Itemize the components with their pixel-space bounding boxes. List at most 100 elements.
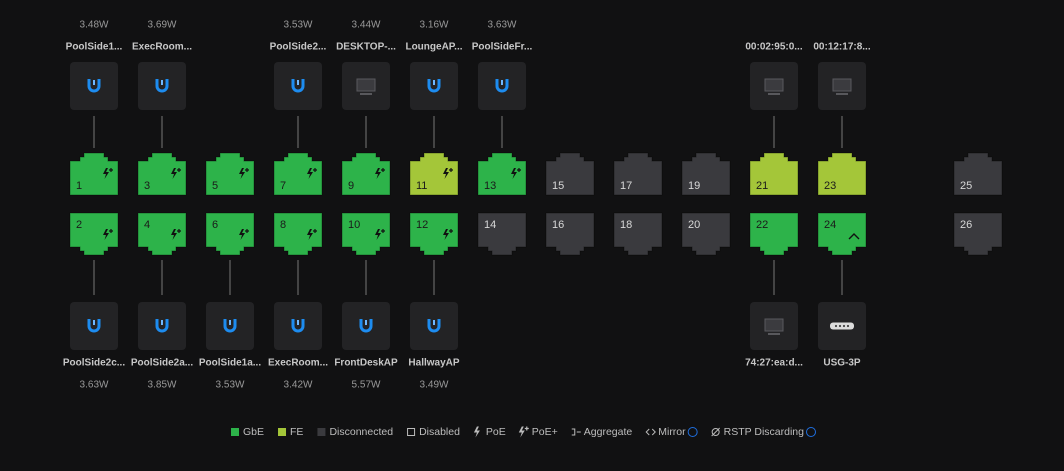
poe-plus-sign	[245, 229, 249, 233]
port-number: 9	[348, 180, 354, 192]
device-box[interactable]	[138, 302, 186, 350]
poe-icon	[511, 168, 517, 179]
port[interactable]: 18	[613, 212, 663, 256]
device-box[interactable]	[138, 62, 186, 110]
unifi-logo	[495, 79, 509, 93]
info-icon[interactable]	[687, 427, 698, 437]
poe-plus-sign	[313, 229, 317, 233]
port-number: 4	[144, 219, 150, 231]
legend-item: PoE+	[518, 426, 558, 438]
port[interactable]: 26	[953, 212, 1003, 256]
port[interactable]: 6	[205, 212, 255, 256]
port-shape	[749, 212, 799, 256]
poe-plus-sign	[177, 168, 181, 172]
gateway-led	[838, 324, 842, 328]
port[interactable]: 17	[613, 152, 663, 196]
port[interactable]: 20	[681, 212, 731, 256]
unifi-logo-mark	[161, 320, 163, 325]
port-number: 6	[212, 219, 218, 231]
legend-label: PoE+	[532, 426, 558, 438]
port[interactable]: 8	[273, 212, 323, 256]
device-box[interactable]	[342, 302, 390, 350]
poe-icon	[103, 229, 109, 240]
port[interactable]: 3	[137, 152, 187, 196]
port-number: 11	[416, 180, 427, 192]
device-name: DESKTOP-...	[336, 42, 396, 53]
gateway-led	[834, 324, 838, 328]
device-box[interactable]	[274, 302, 322, 350]
port-shape	[477, 212, 527, 256]
poe-plus-sign	[109, 229, 113, 233]
poe-plus-sign	[177, 229, 181, 233]
gateway-led	[846, 324, 850, 328]
poe-plus-sign	[449, 168, 453, 172]
port[interactable]: 25	[953, 152, 1003, 196]
port-number: 15	[552, 180, 564, 192]
device-name: PoolSide2a...	[131, 358, 193, 369]
port[interactable]: 2	[69, 212, 119, 256]
port-number: 2	[76, 219, 82, 231]
port-shape	[477, 152, 527, 196]
legend-label: RSTP Discarding	[724, 426, 804, 438]
gateway-icon	[830, 322, 854, 330]
port[interactable]: 16	[545, 212, 595, 256]
port[interactable]: 15	[545, 152, 595, 196]
device-box[interactable]	[410, 302, 458, 350]
unifi-logo	[291, 79, 305, 93]
device-box[interactable]	[478, 62, 526, 110]
port[interactable]: 24	[817, 212, 867, 256]
device-box[interactable]	[410, 62, 458, 110]
legend-item: Disconnected	[317, 426, 393, 438]
port[interactable]: 9	[341, 152, 391, 196]
port[interactable]: 5	[205, 152, 255, 196]
poe-plus-sign	[381, 168, 385, 172]
port[interactable]: 21	[749, 152, 799, 196]
port[interactable]: 4	[137, 212, 187, 256]
unifi-logo-mark	[433, 80, 435, 85]
device-box[interactable]	[70, 302, 118, 350]
unifi-logo	[155, 79, 169, 93]
poe-icon	[375, 229, 381, 240]
device-name: ExecRoom...	[268, 358, 328, 369]
port-shape	[749, 152, 799, 196]
device-box[interactable]	[70, 62, 118, 110]
legend-label: Disabled	[419, 426, 460, 438]
port[interactable]: 22	[749, 212, 799, 256]
port[interactable]: 7	[273, 152, 323, 196]
port[interactable]: 12	[409, 212, 459, 256]
device-power: 3.63W	[80, 380, 109, 391]
legend-item: Disabled	[407, 426, 460, 438]
port[interactable]: 11	[409, 152, 459, 196]
poe-icon	[171, 168, 177, 179]
poe-plus-sign	[245, 168, 249, 172]
port-number: 23	[824, 180, 836, 192]
poe-icon	[518, 426, 525, 438]
port-shape	[817, 152, 867, 196]
device-power: 3.44W	[352, 20, 381, 31]
computer-icon	[356, 78, 376, 92]
info-icon[interactable]	[806, 427, 816, 437]
unifi-logo-mark	[93, 80, 95, 85]
port[interactable]: 14	[477, 212, 527, 256]
device-box[interactable]	[206, 302, 254, 350]
port[interactable]: 10	[341, 212, 391, 256]
port-number: 10	[348, 219, 360, 231]
unifi-logo-mark	[297, 80, 299, 85]
port[interactable]: 1	[69, 152, 119, 196]
device-box[interactable]	[274, 62, 322, 110]
port-number: 20	[688, 219, 700, 231]
unifi-logo	[87, 79, 101, 93]
port-shape	[953, 212, 1003, 256]
legend-swatch	[231, 428, 239, 436]
port[interactable]: 19	[681, 152, 731, 196]
unifi-logo-mark	[433, 320, 435, 325]
legend-label: Disconnected	[329, 426, 393, 438]
port-shape	[137, 212, 187, 256]
port-shape	[545, 212, 595, 256]
port[interactable]: 13	[477, 152, 527, 196]
unifi-logo-mark	[93, 320, 95, 325]
unifi-logo-mark	[297, 320, 299, 325]
port[interactable]: 23	[817, 152, 867, 196]
port-shape	[681, 212, 731, 256]
port-number: 14	[484, 219, 496, 231]
